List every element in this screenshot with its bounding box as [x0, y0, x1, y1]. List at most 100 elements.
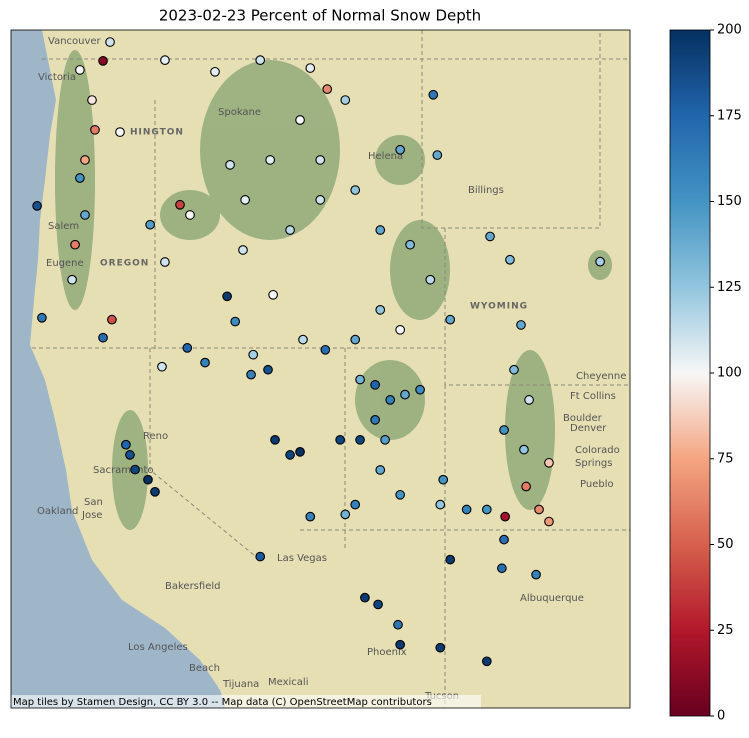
place-label: Los Angeles — [128, 642, 188, 653]
station-point — [499, 425, 509, 435]
place-label: Albuquerque — [520, 593, 584, 604]
station-point — [428, 89, 439, 100]
station-point — [105, 37, 115, 47]
station-point — [395, 144, 406, 155]
station-point — [415, 384, 425, 395]
station-point — [375, 305, 386, 315]
attribution: Map tiles by Stamen Design, CC BY 3.0 --… — [13, 697, 432, 708]
station-point — [285, 225, 295, 235]
station-point — [315, 155, 326, 165]
station-point — [370, 415, 380, 425]
colorbar-tick-label: 25 — [717, 623, 734, 638]
station-point — [98, 332, 108, 343]
station-point — [435, 642, 446, 653]
station-point — [500, 511, 510, 522]
place-label: Helena — [368, 151, 403, 162]
station-point — [322, 84, 333, 94]
station-point — [432, 150, 443, 160]
place-label: Jose — [81, 510, 102, 521]
station-point — [80, 210, 90, 220]
station-point — [305, 63, 316, 73]
station-point — [485, 231, 495, 242]
station-point — [160, 55, 170, 65]
station-point — [509, 364, 519, 375]
station-point — [395, 489, 406, 500]
station-point — [461, 504, 472, 515]
station-point — [67, 274, 77, 285]
station-point — [157, 361, 167, 372]
state-label: OREGON — [100, 259, 149, 269]
colorbar-tick-label: 150 — [717, 194, 742, 209]
station-point — [305, 511, 316, 522]
station-point — [497, 563, 507, 574]
station-point — [238, 245, 248, 255]
colorbar-tick-label: 50 — [717, 537, 734, 552]
station-point — [115, 127, 125, 137]
station-point — [298, 334, 308, 345]
place-label: Springs — [575, 458, 612, 469]
place-label: Cheyenne — [576, 371, 626, 382]
place-label: Denver — [570, 423, 607, 434]
station-point — [370, 379, 380, 390]
station-point — [255, 55, 266, 65]
station-point — [145, 219, 155, 230]
place-label: San — [84, 497, 103, 508]
station-point — [285, 450, 295, 460]
basemap — [11, 30, 630, 708]
station-point — [200, 357, 210, 368]
station-point — [435, 499, 446, 510]
colorbar-tick-label: 200 — [717, 23, 742, 38]
station-point — [225, 159, 235, 170]
place-label: Oakland — [37, 506, 78, 517]
station-point — [121, 439, 131, 450]
station-point — [481, 656, 492, 667]
station-point — [255, 551, 266, 562]
station-point — [32, 201, 42, 211]
place-label: Sacramento — [93, 465, 153, 476]
station-point — [481, 504, 492, 515]
station-point — [80, 155, 90, 165]
station-point — [182, 343, 193, 353]
station-point — [315, 195, 326, 205]
place-label: Tijuana — [222, 679, 259, 690]
station-point — [393, 619, 403, 630]
station-point — [263, 364, 273, 375]
place-label: Phoenix — [367, 647, 407, 658]
station-point — [340, 95, 351, 105]
station-point — [350, 499, 361, 510]
station-point — [70, 239, 80, 250]
station-point — [544, 457, 554, 468]
station-point — [125, 450, 135, 460]
station-point — [400, 389, 410, 400]
station-point — [87, 95, 97, 105]
station-point — [534, 504, 544, 515]
station-point — [246, 369, 256, 380]
station-point — [380, 434, 390, 445]
station-point — [405, 239, 415, 250]
station-point — [210, 66, 220, 77]
colorbar-tick-label: 100 — [717, 366, 742, 381]
station-point — [240, 195, 250, 205]
station-point — [360, 592, 370, 603]
station-point — [75, 65, 85, 75]
colorbar-tick-label: 175 — [717, 108, 742, 123]
station-point — [516, 320, 526, 330]
station-point — [499, 534, 509, 545]
colorbar-tick-label: 0 — [717, 709, 725, 724]
station-point — [524, 395, 534, 405]
place-label: Beach — [189, 663, 220, 674]
station-point — [505, 254, 515, 265]
station-point — [265, 155, 276, 165]
station-point — [445, 554, 456, 565]
place-label: Salem — [48, 221, 79, 232]
station-point — [222, 291, 232, 302]
state-label: WYOMING — [470, 302, 528, 312]
place-label: Pueblo — [580, 479, 614, 490]
place-label: Las Vegas — [277, 553, 327, 564]
station-point — [98, 56, 108, 66]
station-point — [395, 324, 406, 335]
place-label: Boulder — [563, 413, 603, 424]
station-point — [295, 115, 305, 125]
station-point — [90, 124, 100, 135]
